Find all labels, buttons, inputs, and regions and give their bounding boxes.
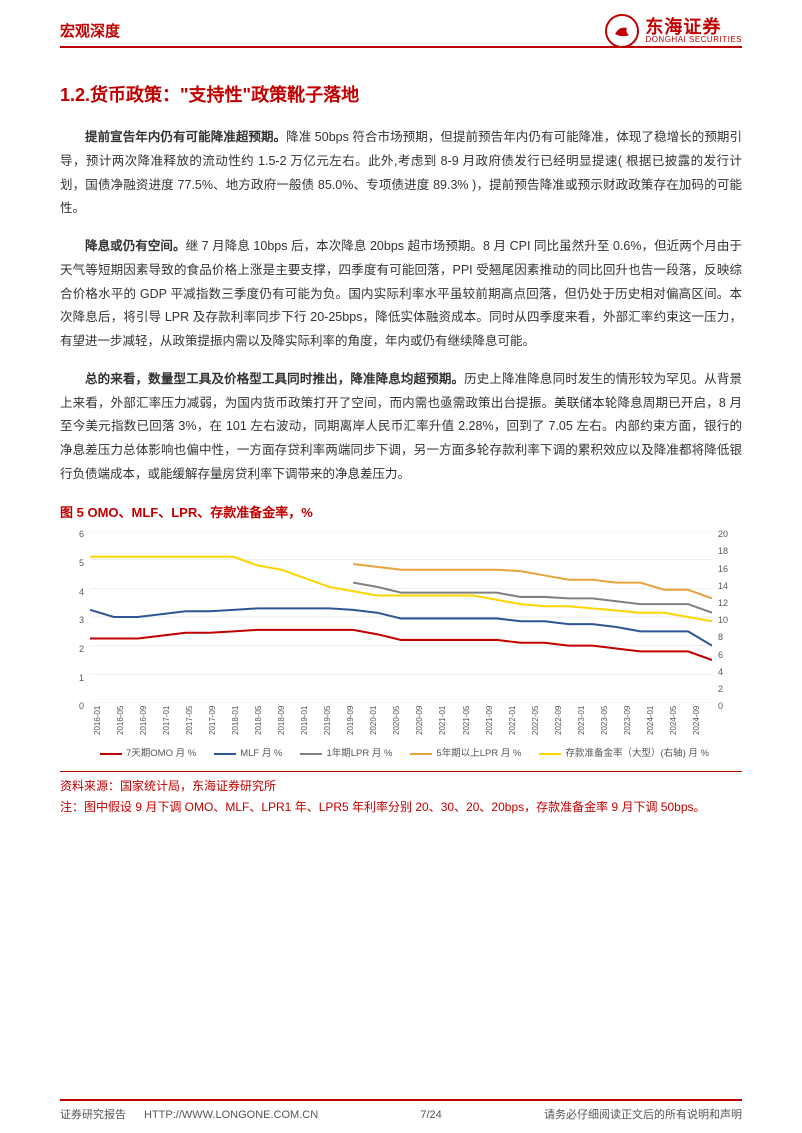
logo-icon xyxy=(605,14,639,48)
legend-item: MLF 月 % xyxy=(214,739,282,769)
chart-legend: 7天期OMO 月 % MLF 月 % 1年期LPR 月 % 5年期以上LPR 月 % 存… xyxy=(100,739,712,769)
footer-left: 证券研究报告 HTTP://WWW.LONGONE.COM.CN xyxy=(60,1105,318,1126)
header-divider xyxy=(60,46,742,48)
paragraph-2: 降息或仍有空间。继 7 月降息 10bps 后，本次降息 20bps 超市场预期… xyxy=(60,235,742,354)
p3-bold: 总的来看，数量型工具及价格型工具同时推出，降准降息均超预期。 xyxy=(85,372,464,386)
footer-text: 证券研究报告 HTTP://WWW.LONGONE.COM.CN 7/24 请务… xyxy=(60,1105,742,1126)
footer-url: HTTP://WWW.LONGONE.COM.CN xyxy=(144,1105,318,1126)
brand-name: 东海证券 DONGHAI SECURITIES xyxy=(645,18,742,44)
chart-x-axis: 2016-012016-052016-092017-012017-052017-… xyxy=(90,703,712,737)
chart-figure: 0123456 02468101214161820 2016-012016-05… xyxy=(60,527,742,772)
brand-name-cn: 东海证券 xyxy=(645,18,742,36)
legend-item: 存款准备金率（大型）(右轴) 月 % xyxy=(539,739,709,769)
p2-body: 继 7 月降息 10bps 后，本次降息 20bps 超市场预期。8 月 CPI… xyxy=(60,239,742,348)
source-line-1: 资料来源：国家统计局，东海证券研究所 xyxy=(60,776,742,796)
chart-y-axis-left: 0123456 xyxy=(60,531,88,703)
chart-y-axis-right: 02468101214161820 xyxy=(714,531,742,703)
paragraph-3: 总的来看，数量型工具及价格型工具同时推出，降准降息均超预期。历史上降准降息同时发… xyxy=(60,368,742,487)
chart-source: 资料来源：国家统计局，东海证券研究所 注：图中假设 9 月下调 OMO、MLF、… xyxy=(60,776,742,817)
legend-item: 1年期LPR 月 % xyxy=(300,739,392,769)
footer-divider xyxy=(60,1099,742,1101)
footer-page-number: 7/24 xyxy=(420,1105,441,1126)
main-content: 1.2.货币政策："支持性"政策靴子落地 提前宣告年内仍有可能降准超预期。降准 … xyxy=(60,78,742,817)
p3-body: 历史上降准降息同时发生的情形较为罕见。从背景上来看，外部汇率压力减弱，为国内货币… xyxy=(60,372,742,481)
paragraph-1: 提前宣告年内仍有可能降准超预期。降准 50bps 符合市场预期，但提前预告年内仍… xyxy=(60,126,742,221)
page-header: 宏观深度 东海证券 DONGHAI SECURITIES xyxy=(0,18,802,58)
chart-plot-area xyxy=(90,531,712,703)
footer-disclaimer: 请务必仔细阅读正文后的所有说明和声明 xyxy=(544,1105,742,1126)
brand-logo: 东海证券 DONGHAI SECURITIES xyxy=(605,14,742,48)
section-heading: 1.2.货币政策："支持性"政策靴子落地 xyxy=(60,78,742,112)
footer-doc-type: 证券研究报告 xyxy=(60,1105,126,1126)
report-type: 宏观深度 xyxy=(60,18,120,47)
legend-item: 5年期以上LPR 月 % xyxy=(410,739,521,769)
p2-bold: 降息或仍有空间。 xyxy=(85,239,186,253)
page-footer: 证券研究报告 HTTP://WWW.LONGONE.COM.CN 7/24 请务… xyxy=(0,1099,802,1119)
brand-name-en: DONGHAI SECURITIES xyxy=(645,36,742,44)
p1-bold: 提前宣告年内仍有可能降准超预期。 xyxy=(85,130,286,144)
chart-title: 图 5 OMO、MLF、LPR、存款准备金率，% xyxy=(60,501,742,526)
source-line-2: 注：图中假设 9 月下调 OMO、MLF、LPR1 年、LPR5 年利率分别 2… xyxy=(60,797,742,817)
legend-item: 7天期OMO 月 % xyxy=(100,739,196,769)
